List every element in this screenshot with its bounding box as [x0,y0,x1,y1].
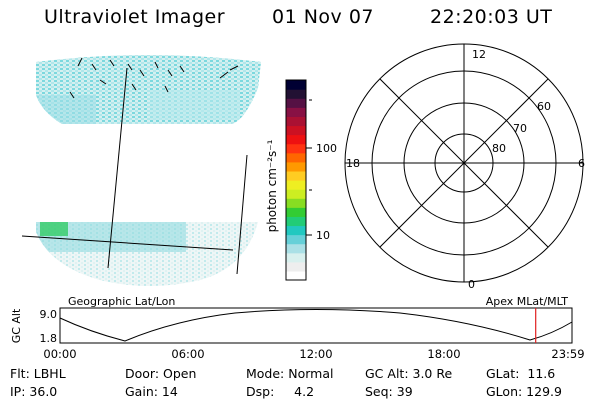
orbit-ytick-9: 9.0 [40,308,58,321]
colorbar-band [286,116,306,127]
time-label: 22:20:03 UT [430,6,553,28]
lat-label-60: 60 [537,100,551,113]
colorbar-band [286,89,306,99]
status-dsp: Dsp: 4.2 [246,384,315,399]
app-title: Ultraviolet Imager [44,6,226,28]
orbit-xtick-1200: 12:00 [299,347,332,361]
polar-grid [344,43,584,283]
status-filter: Flt: LBHL [10,366,66,381]
colorbar-band [286,207,306,217]
status-seq: Seq: 39 [365,384,413,399]
colorbar-frame [285,79,307,281]
orbit-left-label: Geographic Lat/Lon [68,295,175,308]
date-label: 01 Nov 07 [272,6,375,28]
colorbar-band [286,80,306,90]
colorbar-ticks [306,99,312,236]
orbit-xtick-1800: 18:00 [427,347,460,361]
mlt-label-0: 0 [468,278,475,291]
status-glat: GLat: 11.6 [486,366,556,381]
lat-label-70: 70 [513,122,527,135]
colorbar-band [286,189,306,199]
colorbar-band [286,225,306,236]
colorbar-band [286,161,306,172]
orbit-altitude-curve [59,309,573,342]
orbit-y-axis-title: GC Alt [10,308,23,343]
mlt-label-18: 18 [346,157,360,170]
colorbar-band [286,243,306,254]
image-swath-top [36,55,261,124]
lat-label-80: 80 [492,142,506,155]
colorbar-band [286,134,306,145]
colorbar-band [286,170,306,181]
image-swath-bottom [36,222,258,286]
orbit-xtick-2359: 23:59 [551,347,584,361]
status-ip: IP: 36.0 [10,384,58,399]
orbit-xtick-0600: 06:00 [171,347,204,361]
colorbar-band [286,198,306,208]
colorbar-band [286,216,306,227]
colorbar-band [286,252,306,263]
colorbar-tick-100: 100 [316,142,337,155]
status-gc-alt: GC Alt: 3.0 Re [365,366,453,381]
status-glon: GLon: 129.9 [486,384,562,399]
colorbar-band [286,107,306,117]
status-door: Door: Open [125,366,197,381]
colorbar-band [286,125,306,136]
status-mode: Mode: Normal [246,366,334,381]
mlt-label-12: 12 [472,48,486,61]
orbit-ytick-1-8: 1.8 [40,332,58,345]
mlt-label-6: 6 [578,157,585,170]
colorbar [286,80,306,281]
colorbar-band [286,261,306,272]
colorbar-band [286,270,306,281]
colorbar-band [286,152,306,163]
orbit-right-label: Apex MLat/MLT [486,295,569,308]
orbit-frame [59,307,573,344]
colorbar-unit-label: photon cm⁻²s⁻¹ [265,139,279,232]
map-tick-marks [69,57,239,99]
orbit-xtick-0000: 00:00 [43,347,76,361]
colorbar-band [286,98,306,108]
status-gain: Gain: 14 [125,384,178,399]
colorbar-band [286,234,306,245]
colorbar-band [286,180,306,190]
colorbar-band [286,143,306,154]
colorbar-tick-10: 10 [316,229,330,242]
projection-lines [21,67,248,275]
